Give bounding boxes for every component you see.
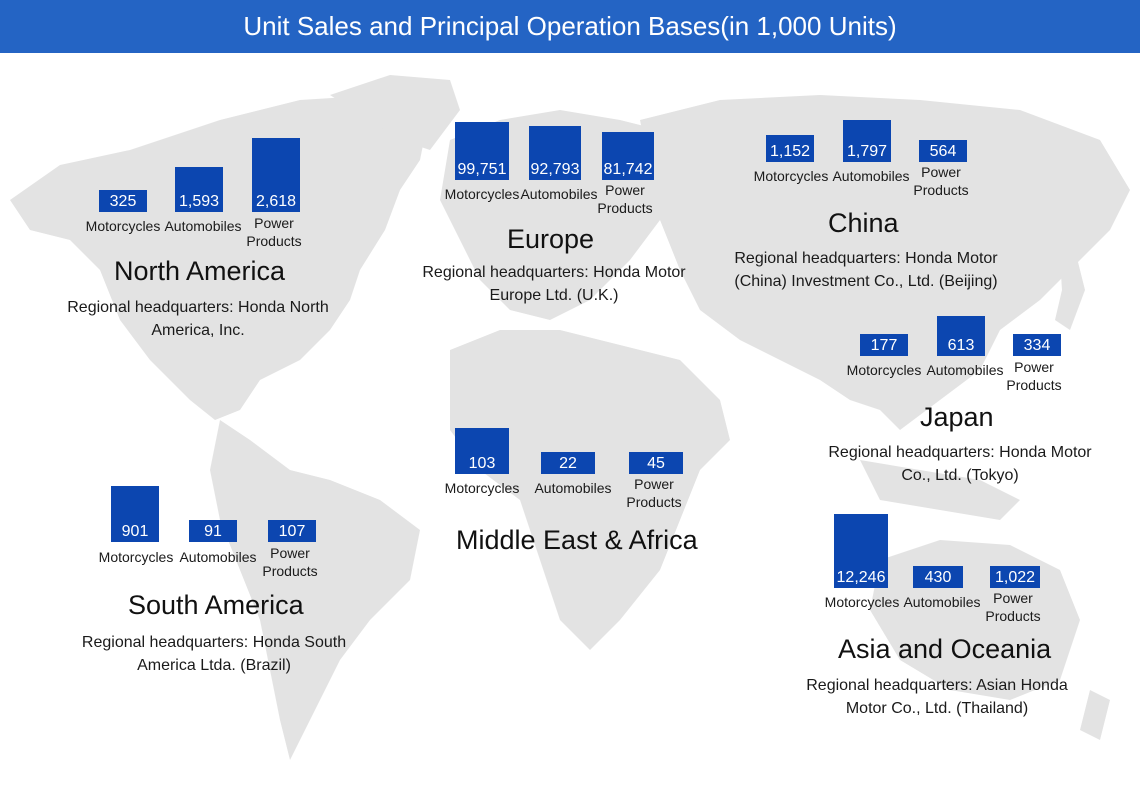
bar-value: 613 (947, 337, 975, 354)
bar-value: 103 (468, 455, 496, 472)
category-label-motorcycles: Motorcycles (824, 594, 900, 610)
bar-value: 2,618 (255, 193, 297, 210)
category-label-automobiles: Automobiles (164, 218, 242, 234)
region-name-china: China (828, 208, 899, 238)
bar-europe-power-products: 81,742 (602, 132, 654, 180)
bar-value: 564 (929, 143, 957, 160)
chart-title: Unit Sales and Principal Operation Bases… (0, 0, 1140, 53)
region-hq-china: Regional headquarters: Honda Motor (Chin… (734, 250, 998, 290)
bar-europe-automobiles: 92,793 (529, 126, 581, 180)
category-label-motorcycles: Motorcycles (444, 480, 520, 496)
bar-china-motorcycles: 1,152 (766, 135, 814, 162)
bar-value: 901 (121, 523, 149, 540)
category-label-power-products: Power Products (262, 545, 318, 579)
bar-south-america-power-products: 107 (268, 520, 316, 542)
category-label-automobiles: Automobiles (534, 480, 612, 496)
region-name-asia-oceania: Asia and Oceania (838, 634, 1052, 664)
bar-china-automobiles: 1,797 (843, 120, 891, 162)
region-name-europe: Europe (507, 224, 595, 254)
bar-mea-power-products: 45 (629, 452, 683, 474)
category-label-automobiles: Automobiles (926, 362, 1004, 378)
bar-value: 45 (647, 455, 665, 472)
bar-asia-oceania-automobiles: 430 (913, 566, 963, 588)
bar-value: 107 (278, 523, 306, 540)
category-label-automobiles: Automobiles (520, 186, 598, 202)
bar-asia-oceania-motorcycles: 12,246 (834, 514, 888, 588)
category-label-power-products: Power Products (626, 476, 682, 510)
bar-asia-oceania-power-products: 1,022 (990, 566, 1040, 588)
bar-value: 92,793 (530, 160, 580, 178)
category-label-motorcycles: Motorcycles (444, 186, 520, 202)
region-hq-asia-oceania: Regional headquarters: Asian Honda Motor… (806, 677, 1068, 717)
bar-south-america-automobiles: 91 (189, 520, 237, 542)
world-map-background (10, 75, 1130, 760)
bar-mea-motorcycles: 103 (455, 428, 509, 474)
category-label-motorcycles: Motorcycles (85, 218, 161, 234)
bar-value: 99,751 (457, 161, 507, 178)
bar-value: 177 (870, 337, 898, 354)
bar-value: 12,246 (836, 569, 886, 586)
category-label-power-products: Power Products (985, 590, 1041, 624)
category-label-automobiles: Automobiles (179, 549, 257, 565)
bar-north-america-automobiles: 1,593 (175, 166, 223, 212)
bar-north-america-motorcycles: 325 (99, 190, 147, 212)
category-label-automobiles: Automobiles (832, 168, 910, 184)
bar-value: 81,742 (603, 160, 653, 178)
region-hq-south-america: Regional headquarters: Honda South Ameri… (81, 634, 347, 674)
bar-value: 22 (559, 455, 577, 472)
bar-japan-power-products: 334 (1013, 334, 1061, 356)
region-name-middle-east-africa: Middle East & Africa (456, 525, 698, 555)
bar-europe-motorcycles: 99,751 (455, 122, 509, 180)
bar-north-america-power-products: 2,618 (252, 138, 300, 212)
bar-china-power-products: 564 (919, 140, 967, 162)
region-name-japan: Japan (920, 402, 994, 432)
bar-value: 91 (204, 523, 222, 540)
category-label-power-products: Power Products (246, 215, 302, 249)
category-label-motorcycles: Motorcycles (753, 168, 829, 184)
bar-value: 334 (1023, 337, 1051, 354)
category-label-automobiles: Automobiles (903, 594, 981, 610)
bar-value: 1,152 (769, 142, 811, 160)
bar-value: 1,593 (178, 192, 220, 210)
bar-south-america-motorcycles: 901 (111, 486, 159, 542)
category-label-motorcycles: Motorcycles (846, 362, 922, 378)
bar-value: 325 (109, 193, 137, 210)
region-hq-north-america: Regional headquarters: Honda North Ameri… (67, 299, 329, 339)
bar-value: 430 (924, 569, 952, 586)
category-label-power-products: Power Products (597, 182, 653, 216)
region-hq-europe: Regional headquarters: Honda Motor Europ… (422, 264, 686, 304)
region-hq-japan: Regional headquarters: Honda Motor Co., … (828, 444, 1092, 484)
category-label-power-products: Power Products (913, 164, 969, 198)
bar-japan-motorcycles: 177 (860, 334, 908, 356)
category-label-motorcycles: Motorcycles (98, 549, 174, 565)
category-label-power-products: Power Products (1006, 359, 1062, 393)
region-name-north-america: North America (114, 256, 286, 286)
bar-mea-automobiles: 22 (541, 452, 595, 474)
bar-value: 1,797 (846, 143, 888, 160)
bar-japan-automobiles: 613 (937, 316, 985, 356)
bar-value: 1,022 (994, 569, 1036, 586)
region-name-south-america: South America (128, 590, 304, 620)
